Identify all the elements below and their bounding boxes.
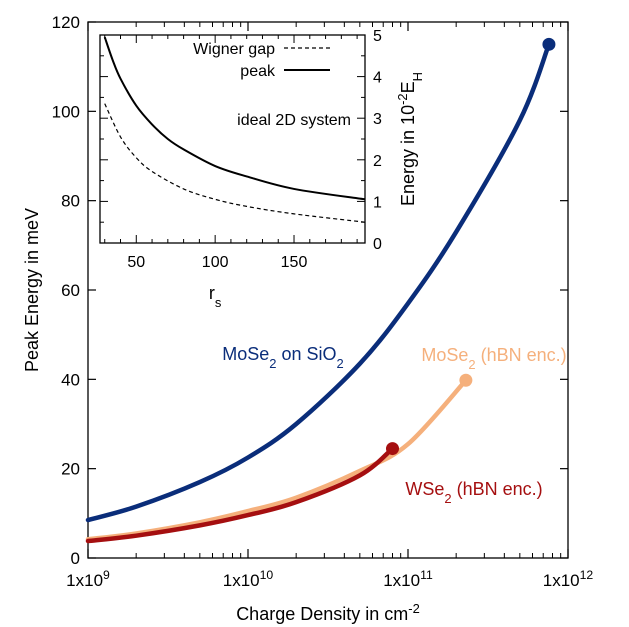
x-tick-label: 1x1012 [543,568,594,590]
inset-title: ideal 2D system [237,112,351,129]
series-line-mose2_sio2 [85,42,552,523]
inset-legend-label: Wigner gap [193,41,275,58]
inset-y-tick-label: 3 [373,111,382,128]
series-line-wse2_hbn [85,446,395,544]
inset-x-axis-label: rs [209,283,222,310]
y-tick-label: 60 [61,281,80,300]
series-label-mose2_hbn: MoSe2 (hBN enc.) [421,345,566,372]
inset-x-tick-label: 50 [127,254,145,271]
y-tick-label: 80 [61,192,80,211]
y-axis-label: Peak Energy in meV [22,208,42,372]
x-tick-label: 1x109 [66,568,110,590]
end-marker-mose2_hbn [459,373,473,387]
y-tick-label: 0 [71,549,80,568]
y-tick-label: 100 [52,102,80,121]
inset-plot: 50 100 150 0 1 2 3 4 5 rs Energy in 10-2EH Wigner g… [99,28,425,310]
inset-y-tick-label: 0 [373,236,382,253]
inset-x-tick-label: 150 [281,254,308,271]
inset-y-tick-label: 1 [373,194,382,211]
y-tick-label: 40 [61,370,80,389]
end-marker-mose2_sio2 [542,37,556,51]
end-marker-wse2_hbn [385,442,399,456]
inset-series-wigner-gap [104,103,365,223]
x-tick-label: 1x1011 [383,568,433,590]
inset-y-tick-label: 2 [373,153,382,170]
x-axis-label: Charge Density in cm-2 [236,601,420,625]
inset-y-tick-label: 4 [373,70,382,87]
y-tick-label: 20 [61,460,80,479]
inset-legend-label: peak [240,63,276,80]
x-tick-label: 1x1010 [223,568,274,590]
inset-frame [99,34,366,244]
inset-y-tick-label: 5 [373,28,382,45]
inset-y-axis-label: Energy in 10-2EH [395,72,425,206]
y-tick-label: 120 [52,13,80,32]
series-label-wse2_hbn: WSe2 (hBN enc.) [405,479,542,506]
series-line-mose2_hbn [85,377,469,542]
inset-x-tick-label: 100 [202,254,229,271]
inset-series-peak [103,36,365,201]
series-label-mose2_sio2: MoSe2 on SiO2 [222,344,344,371]
